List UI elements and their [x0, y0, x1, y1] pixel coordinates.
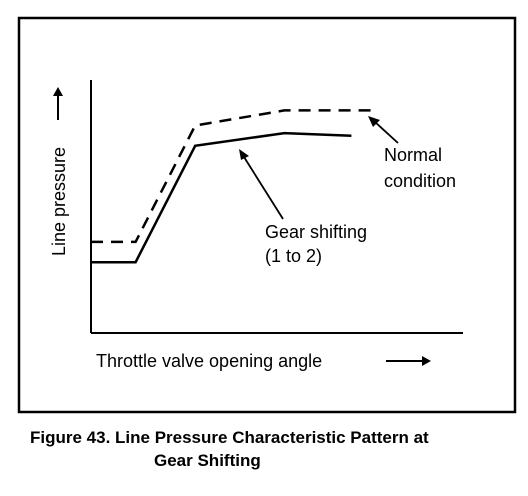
- x-axis-label: Throttle valve opening angle: [96, 351, 322, 371]
- annotation-normal-arrow-icon: [368, 116, 399, 144]
- y-axis-label: Line pressure: [49, 147, 69, 256]
- series-gear-shifting: [91, 131, 352, 264]
- annotation-gear-shifting-line2: (1 to 2): [265, 246, 322, 266]
- figure-frame: [17, 16, 517, 414]
- annotation-gear-shifting-line1: Gear shifting: [265, 222, 367, 242]
- series-normal-condition: [91, 109, 374, 244]
- figure-caption-line1: Figure 43. Line Pressure Characteristic …: [30, 428, 429, 447]
- x-axis-arrow-icon: [386, 356, 431, 366]
- annotation-gear-arrow-icon: [239, 149, 284, 220]
- annotation-normal-condition-line1: Normal: [384, 145, 442, 165]
- figure-caption-line2: Gear Shifting: [154, 451, 261, 470]
- annotation-normal-condition-line2: condition: [384, 171, 456, 191]
- y-axis-arrow-icon: [53, 87, 63, 120]
